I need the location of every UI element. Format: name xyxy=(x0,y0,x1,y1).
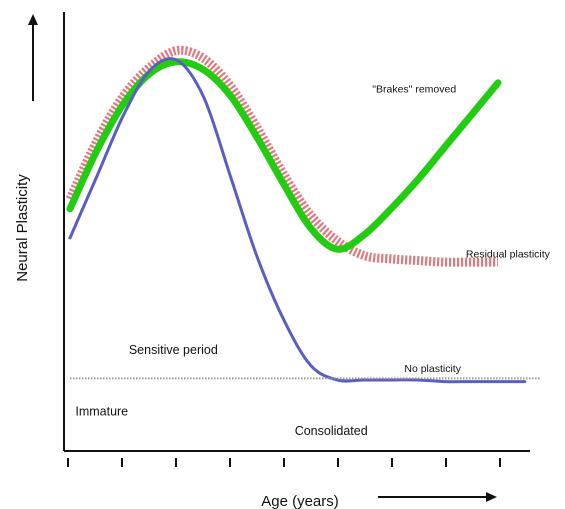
annotation-sensitive-period: Sensitive period xyxy=(129,343,218,357)
y-axis-label: Neural Plasticity xyxy=(14,174,31,282)
annotation-no-plasticity: No plasticity xyxy=(404,363,461,375)
annotation-layer: "Brakes" removed Residual plasticity Sensi… xyxy=(75,84,550,438)
annotation-brakes-removed: "Brakes" removed xyxy=(372,84,456,96)
y-axis-arrow xyxy=(28,14,38,101)
x-axis-arrow xyxy=(378,492,497,502)
x-axis-ticks xyxy=(67,458,501,467)
annotation-immature: Immature xyxy=(75,405,128,419)
annotation-residual-plasticity: Residual plasticity xyxy=(466,248,551,260)
annotation-consolidated: Consolidated xyxy=(295,424,368,438)
series-red-residual xyxy=(65,45,498,267)
series-layer xyxy=(65,45,541,384)
x-axis-label: Age (years) xyxy=(261,493,339,509)
series-blue-consolidated xyxy=(68,57,527,384)
